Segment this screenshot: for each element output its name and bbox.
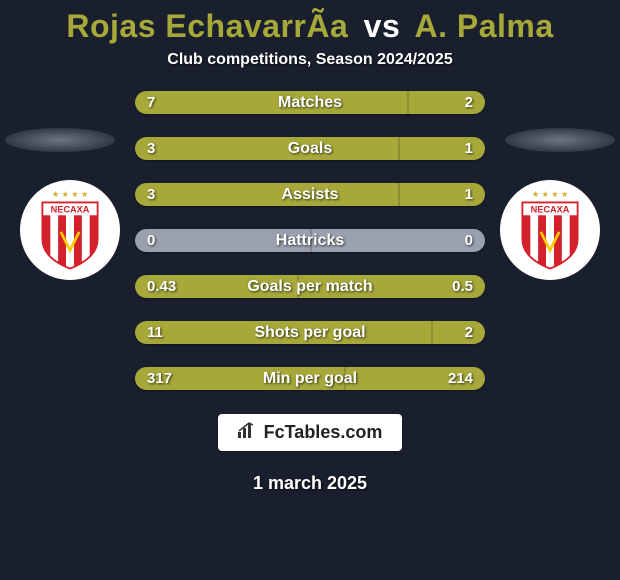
bar-right-fill [407,91,485,114]
date-text: 1 march 2025 [253,473,367,494]
stat-bar-row: 0 0 Hattricks [135,229,485,252]
stat-bar-row: 3 1 Assists [135,183,485,206]
bar-value-right: 2 [465,324,473,341]
svg-text:NECAXA: NECAXA [531,205,570,215]
vs-text: vs [364,8,401,44]
bar-value-right: 2 [465,94,473,111]
bar-label: Assists [282,186,339,204]
necaxa-crest-icon: ★ ★ ★ ★ NECAXA [504,184,596,276]
bar-divider [398,183,400,206]
subtitle: Club competitions, Season 2024/2025 [167,51,452,69]
bar-value-left: 3 [147,186,155,203]
team-logo-left: ★ ★ ★ ★ NECAXA [20,180,120,280]
stat-bar-row: 317 214 Min per goal [135,367,485,390]
bar-value-right: 1 [465,186,473,203]
footer-brand: FcTables.com [218,414,403,451]
stat-bar-row: 3 1 Goals [135,137,485,160]
bar-value-left: 0 [147,232,155,249]
bar-left-fill [135,137,398,160]
logo-shadow-left [5,128,115,152]
bar-value-right: 214 [448,370,473,387]
chart-icon [238,422,258,443]
bar-divider [398,137,400,160]
stat-bar-row: 7 2 Matches [135,91,485,114]
bar-value-right: 1 [465,140,473,157]
stat-bar-row: 11 2 Shots per goal [135,321,485,344]
bar-label: Shots per goal [254,324,365,342]
bar-value-right: 0.5 [452,278,473,295]
bar-divider [407,91,409,114]
bar-value-left: 317 [147,370,172,387]
bar-right-fill [431,321,485,344]
page-title: Rojas EchavarrÃ­a vs A. Palma [66,8,553,45]
stat-bars: 7 2 Matches 3 1 Goals 3 1 Assists 0 0 Hattricks 0.43… [135,91,485,390]
player1-name: Rojas EchavarrÃ­a [66,8,348,44]
bar-label: Goals [288,140,332,158]
footer-brand-text: FcTables.com [264,422,383,443]
svg-text:★ ★ ★ ★: ★ ★ ★ ★ [532,190,569,199]
necaxa-crest-icon: ★ ★ ★ ★ NECAXA [24,184,116,276]
bar-label: Hattricks [276,232,344,250]
bar-label: Goals per match [247,278,372,296]
comparison-card: Rojas EchavarrÃ­a vs A. Palma Club compe… [0,0,620,580]
bar-value-left: 0.43 [147,278,176,295]
logo-shadow-right [505,128,615,152]
bar-value-left: 7 [147,94,155,111]
bar-value-right: 0 [465,232,473,249]
bar-value-left: 11 [147,324,163,341]
bar-label: Min per goal [263,370,357,388]
bar-label: Matches [278,94,342,112]
stat-bar-row: 0.43 0.5 Goals per match [135,275,485,298]
player2-name: A. Palma [414,8,553,44]
bar-left-fill [135,183,398,206]
svg-text:NECAXA: NECAXA [51,205,90,215]
team-logo-right: ★ ★ ★ ★ NECAXA [500,180,600,280]
svg-text:★ ★ ★ ★: ★ ★ ★ ★ [52,190,89,199]
bar-divider [431,321,433,344]
bar-value-left: 3 [147,140,155,157]
bar-left-fill [135,91,407,114]
